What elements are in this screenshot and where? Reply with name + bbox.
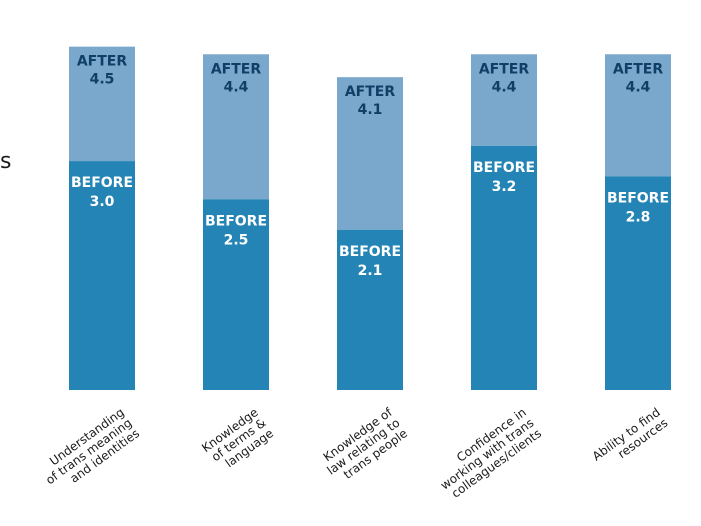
after-bar-segment (203, 54, 269, 200)
before-bar-segment (69, 161, 135, 390)
after-bar-segment (471, 54, 537, 146)
bars-layer: AFTER 4.5 BEFORE 3.0 AFTER 4.4 BEFORE 2.5 AFTER 4… (69, 46, 671, 390)
before-bar-segment (471, 145, 537, 390)
before-bar-segment (605, 176, 671, 390)
after-series-label: AFTER (479, 61, 530, 77)
before-series-label: BEFORE (473, 160, 535, 176)
after-value-label: 4.4 (492, 79, 517, 95)
stray-glyph-text: s (0, 149, 11, 174)
before-series-label: BEFORE (205, 213, 267, 229)
before-bar-segment (337, 229, 403, 390)
after-series-label: AFTER (613, 61, 664, 77)
after-value-label: 4.5 (90, 72, 115, 88)
before-value-label: 3.0 (90, 194, 115, 210)
after-series-label: AFTER (345, 84, 396, 100)
before-value-label: 3.2 (492, 179, 517, 195)
after-bar-segment (337, 77, 403, 230)
after-value-label: 4.4 (626, 79, 651, 95)
before-value-label: 2.5 (224, 232, 249, 248)
category-label: Ability to findresources (590, 405, 671, 474)
category-label: Knowledge oflaw relating totrans people (317, 405, 411, 488)
category-labels-layer: Understandingof trans meaningand identit… (35, 405, 671, 503)
before-series-label: BEFORE (607, 190, 669, 206)
before-value-label: 2.1 (358, 263, 383, 279)
after-value-label: 4.4 (224, 79, 249, 95)
before-value-label: 2.8 (626, 209, 651, 225)
category-label: Knowledgeof terms &language (199, 405, 276, 476)
after-bar-segment (605, 54, 671, 177)
before-series-label: BEFORE (71, 175, 133, 191)
after-series-label: AFTER (77, 54, 128, 70)
category-label: Understandingof trans meaningand identit… (35, 405, 142, 498)
after-bar-segment (69, 46, 135, 162)
category-label: Confidence inworking with transcolleague… (430, 405, 544, 503)
before-bar-segment (203, 199, 269, 390)
before-series-label: BEFORE (339, 244, 401, 260)
after-series-label: AFTER (211, 61, 262, 77)
after-value-label: 4.1 (358, 102, 383, 118)
